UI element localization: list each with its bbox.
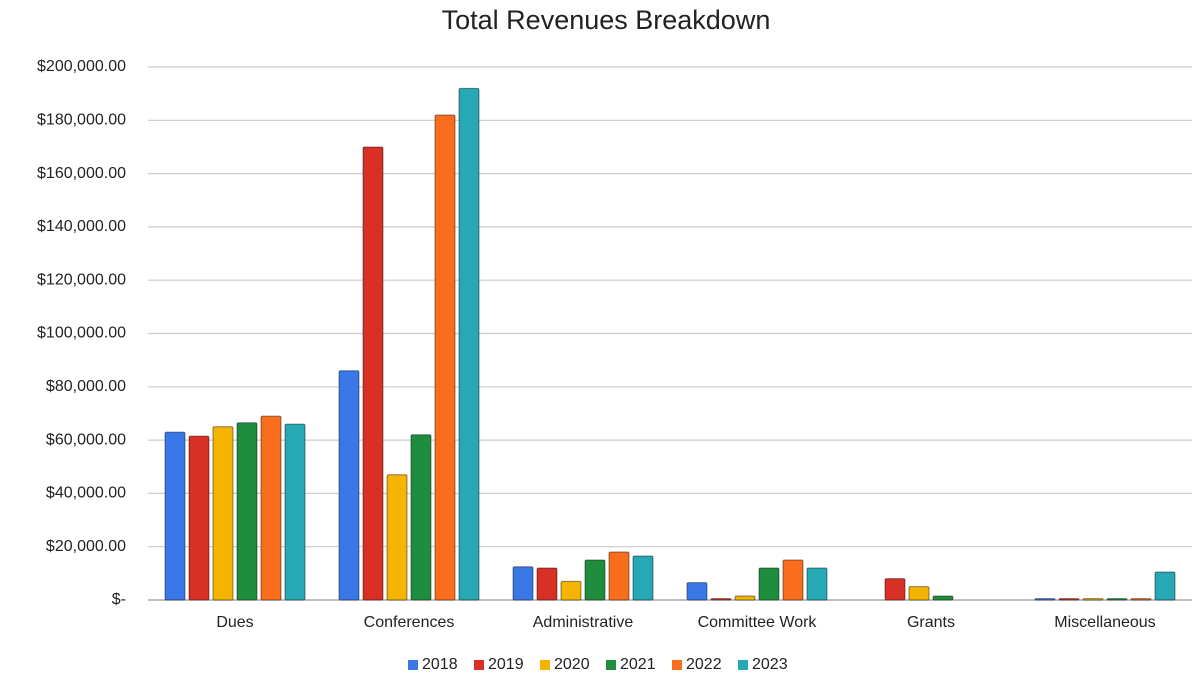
bar	[386, 474, 408, 601]
y-tick-label: $160,000.00	[37, 165, 126, 182]
legend-swatch	[540, 660, 550, 670]
bar	[584, 559, 606, 601]
bar	[686, 582, 708, 601]
bar	[458, 87, 480, 601]
bar	[806, 567, 828, 601]
x-tick-label: Dues	[216, 614, 253, 631]
bar	[236, 422, 258, 601]
x-tick-label: Miscellaneous	[1054, 614, 1155, 631]
bar	[1130, 598, 1152, 601]
bar	[434, 114, 456, 601]
legend-label: 2018	[422, 656, 458, 673]
bar	[884, 578, 906, 601]
y-tick-label: $-	[112, 591, 126, 608]
bar	[758, 567, 780, 601]
bar	[908, 586, 930, 601]
bar	[164, 431, 186, 601]
bar	[632, 555, 654, 601]
legend-swatch	[672, 660, 682, 670]
chart-title: Total Revenues Breakdown	[442, 5, 771, 35]
bar	[1106, 598, 1128, 601]
y-tick-label: $120,000.00	[37, 271, 126, 288]
bar	[932, 595, 954, 601]
bar	[338, 370, 360, 601]
bar	[1154, 571, 1176, 601]
bar	[1082, 598, 1104, 601]
x-tick-label: Administrative	[533, 614, 634, 631]
legend-label: 2019	[488, 656, 524, 673]
y-tick-label: $100,000.00	[37, 325, 126, 342]
legend-swatch	[474, 660, 484, 670]
y-tick-label: $80,000.00	[46, 378, 126, 395]
legend-label: 2021	[620, 656, 656, 673]
legend-swatch	[606, 660, 616, 670]
x-tick-label: Grants	[907, 614, 955, 631]
bar	[1058, 598, 1080, 601]
bar	[710, 598, 732, 601]
bar	[410, 434, 432, 601]
y-tick-label: $200,000.00	[37, 58, 126, 75]
bar	[512, 566, 534, 601]
x-tick-label: Committee Work	[698, 614, 818, 631]
y-tick-label: $180,000.00	[37, 112, 126, 129]
bar	[212, 426, 234, 601]
x-tick-label: Conferences	[364, 614, 455, 631]
bar	[1034, 598, 1056, 601]
bar	[284, 423, 306, 601]
legend-swatch	[738, 660, 748, 670]
bar	[362, 146, 384, 601]
bar	[734, 595, 756, 601]
legend-label: 2023	[752, 656, 788, 673]
legend-label: 2020	[554, 656, 590, 673]
bar	[782, 559, 804, 601]
y-tick-label: $40,000.00	[46, 485, 126, 502]
legend-label: 2022	[686, 656, 722, 673]
legend-swatch	[408, 660, 418, 670]
bar	[260, 415, 282, 601]
bar	[188, 435, 210, 601]
bar	[608, 551, 630, 601]
y-tick-label: $60,000.00	[46, 431, 126, 448]
y-tick-label: $140,000.00	[37, 218, 126, 235]
bar	[536, 567, 558, 601]
bar	[560, 580, 582, 601]
y-tick-label: $20,000.00	[46, 538, 126, 555]
